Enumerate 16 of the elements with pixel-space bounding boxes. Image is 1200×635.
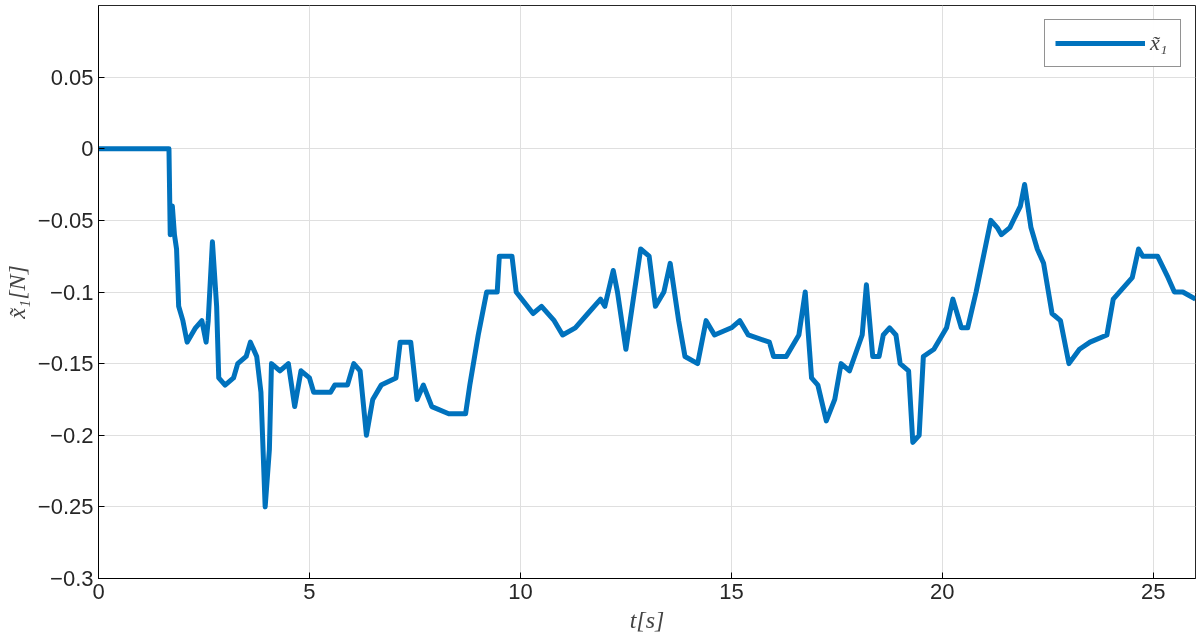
y-tick-label: −0.3 (50, 566, 94, 591)
x-tick-label: 25 (1141, 578, 1166, 604)
x-tick-label: 5 (303, 578, 316, 604)
x-axis-title: t[s] (629, 606, 665, 633)
y-tick-label: −0.25 (37, 494, 94, 520)
y-axis-title: x̃₁[N] (3, 265, 30, 320)
legend-label: x̃₁ (1150, 30, 1169, 56)
x-tick-label: 10 (508, 578, 533, 604)
y-tick-label: −0.1 (50, 279, 94, 305)
x-tick-label: 20 (930, 578, 955, 604)
y-tick-label: 0 (81, 136, 94, 162)
y-tick-label: −0.15 (37, 351, 94, 377)
x-tick-label: 15 (719, 578, 744, 604)
y-tick-label: −0.05 (37, 207, 94, 233)
y-tick-label: −0.2 (50, 422, 94, 448)
y-tick-label: 0.05 (50, 64, 94, 90)
